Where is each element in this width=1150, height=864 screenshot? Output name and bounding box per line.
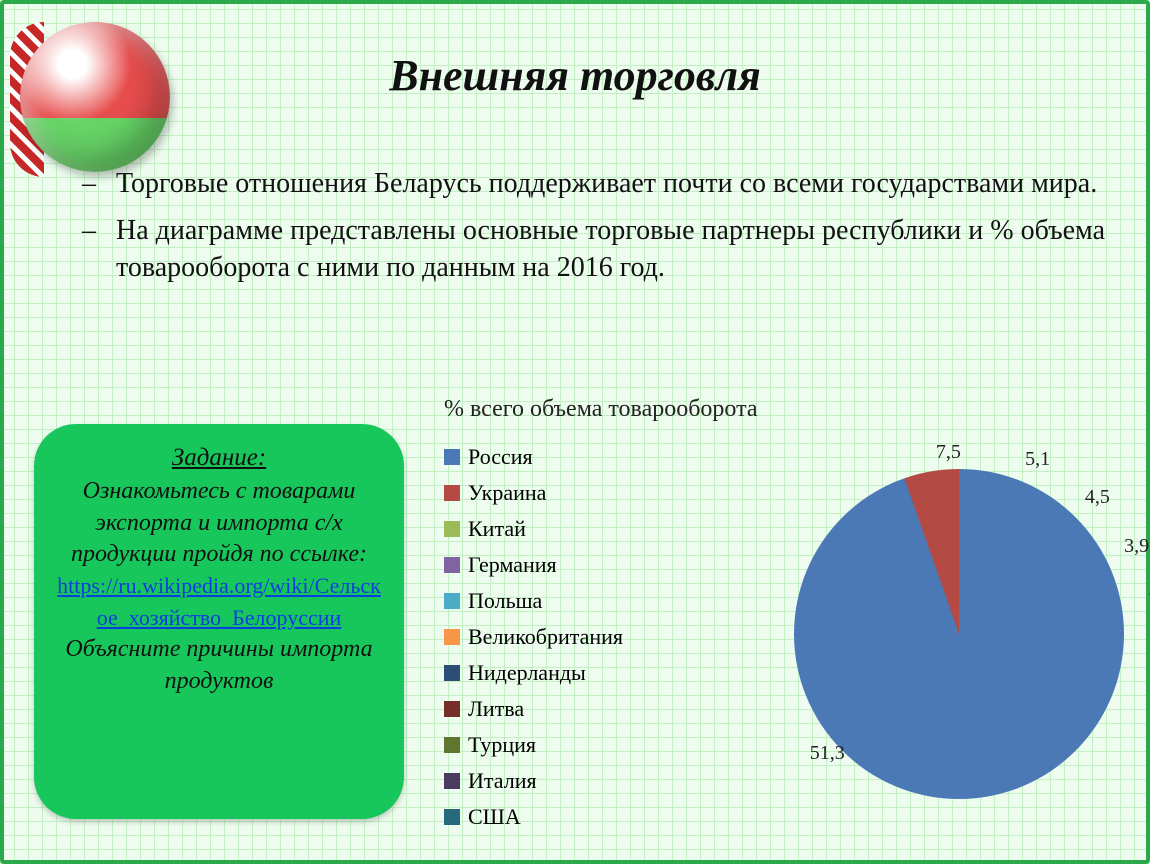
task-card: Задание: Ознакомьтесь с товарами экспорт… bbox=[34, 424, 404, 819]
legend-swatch bbox=[444, 449, 460, 465]
legend-swatch bbox=[444, 521, 460, 537]
legend-item: Польша bbox=[444, 588, 623, 614]
legend-label: Польша bbox=[468, 588, 542, 614]
pie-slice-label: 7,5 bbox=[936, 441, 961, 464]
legend-item: Великобритания bbox=[444, 624, 623, 650]
legend-item: Литва bbox=[444, 696, 623, 722]
task-heading: Задание: bbox=[54, 444, 384, 472]
pie-slice-label: 5,1 bbox=[1025, 448, 1050, 471]
legend-label: Китай bbox=[468, 516, 526, 542]
pie-slice-label: 4,5 bbox=[1085, 486, 1110, 509]
page-title: Внешняя торговля bbox=[4, 50, 1146, 101]
legend-item: США bbox=[444, 804, 623, 830]
legend-swatch bbox=[444, 665, 460, 681]
legend-swatch bbox=[444, 701, 460, 717]
legend-swatch bbox=[444, 593, 460, 609]
legend-swatch bbox=[444, 809, 460, 825]
legend-item: Россия bbox=[444, 444, 623, 470]
legend-swatch bbox=[444, 773, 460, 789]
pie-chart-area: 51,37,55,14,53,92,42,21,61,31,3 bbox=[724, 419, 1144, 839]
chart-legend: Россия Украина Китай Германия Польша Великобр… bbox=[444, 444, 623, 840]
pie-slice-label: 3,9 bbox=[1124, 535, 1149, 558]
bullet-item: На диаграмме представлены основные торго… bbox=[76, 213, 1106, 287]
task-text-before: Ознакомьтесь с товарами экспорта и импор… bbox=[71, 478, 367, 567]
task-link[interactable]: https://ru.wikipedia.org/wiki/Сельское_х… bbox=[57, 573, 381, 630]
legend-label: Турция bbox=[468, 732, 536, 758]
legend-swatch bbox=[444, 485, 460, 501]
bullet-item: Торговые отношения Беларусь поддерживает… bbox=[76, 166, 1106, 203]
legend-item: Италия bbox=[444, 768, 623, 794]
legend-item: Китай bbox=[444, 516, 623, 542]
legend-item: Украина bbox=[444, 480, 623, 506]
legend-label: Украина bbox=[468, 480, 546, 506]
legend-item: Турция bbox=[444, 732, 623, 758]
legend-label: Нидерланды bbox=[468, 660, 586, 686]
legend-label: Германия bbox=[468, 552, 557, 578]
legend-label: Италия bbox=[468, 768, 537, 794]
chart-title: % всего объема товарооборота bbox=[444, 396, 758, 423]
legend-label: Россия bbox=[468, 444, 533, 470]
legend-item: Нидерланды bbox=[444, 660, 623, 686]
task-text-after: Объясните причины импорта продуктов bbox=[65, 636, 372, 694]
legend-item: Германия bbox=[444, 552, 623, 578]
pie-slice-label: 51,3 bbox=[810, 742, 845, 765]
bullet-list: Торговые отношения Беларусь поддерживает… bbox=[76, 166, 1106, 297]
legend-swatch bbox=[444, 557, 460, 573]
legend-label: Великобритания bbox=[468, 624, 623, 650]
legend-swatch bbox=[444, 629, 460, 645]
legend-label: Литва bbox=[468, 696, 524, 722]
legend-label: США bbox=[468, 804, 521, 830]
legend-swatch bbox=[444, 737, 460, 753]
task-body: Ознакомьтесь с товарами экспорта и импор… bbox=[54, 476, 384, 698]
